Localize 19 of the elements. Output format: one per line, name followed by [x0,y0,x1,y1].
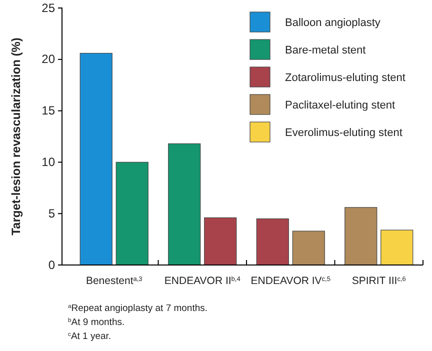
legend-label: Bare-metal stent [285,44,366,56]
y-axis-title: Target-lesion revascularization (%) [9,38,23,236]
y-tick-label: 20 [42,52,56,66]
y-tick-label: 25 [42,0,56,15]
y-tick-label: 5 [48,206,56,220]
text: $^{c}$At 1 year. [68,331,112,342]
text: $^{a}$Repeat angioplasty at 7 months. [68,303,208,314]
text: $^{b}$At 9 months. [68,317,125,328]
x-tick-label: Benestent$^{a,3}$ [86,275,143,287]
legend-label: Zotarolimus-eluting stent [285,72,406,84]
x-tick-label: ENDEAVOR IV$^{c,5}$ [250,275,331,287]
y-tick-label: 0 [48,258,56,272]
y-tick-label: 15 [42,104,56,118]
x-tick-label: ENDEAVOR II$^{b,4}$ [164,275,241,287]
legend-label: Everolimus-eluting stent [285,127,402,139]
x-tick-label: SPIRIT III$^{c,6}$ [352,275,406,287]
legend-label: Balloon angioplasty [285,17,381,29]
legend-label: Paclitaxel-eluting stent [285,100,396,112]
y-tick-label: 10 [42,155,56,170]
